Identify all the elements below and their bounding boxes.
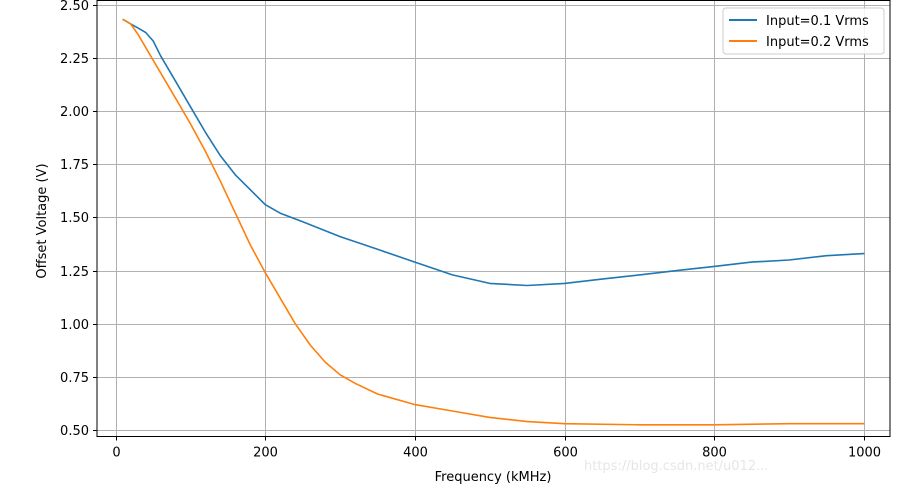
y-tick-label: 2.25 <box>60 52 89 67</box>
series-line-1 <box>122 18 865 287</box>
plot-frame <box>96 0 891 437</box>
y-tick-label: 1.25 <box>60 265 89 280</box>
grid <box>97 0 890 437</box>
legend: Input=0.1 Vrms Input=0.2 Vrms <box>722 7 885 55</box>
y-axis-ticks: 0.50 0.75 1.00 1.25 1.50 1.75 2.00 2.25 2.50 <box>60 0 97 439</box>
y-axis-label: Offset Voltage (V) <box>35 163 50 278</box>
y-tick-label: 0.50 <box>60 424 89 439</box>
series-line-2 <box>122 18 865 426</box>
series-lines <box>122 18 865 426</box>
y-tick-label: 0.75 <box>60 371 89 386</box>
watermark-text: https://blog.csdn.net/u012... <box>584 459 769 474</box>
x-axis-ticks: 0 200 400 600 800 1000 <box>112 436 881 461</box>
x-tick-label: 800 <box>702 446 727 461</box>
y-tick-label: 2.50 <box>60 0 89 14</box>
legend-label-series-1: Input=0.1 Vrms <box>766 14 869 29</box>
y-tick-label: 1.00 <box>60 318 89 333</box>
legend-label-series-2: Input=0.2 Vrms <box>766 35 869 50</box>
y-tick-label: 1.75 <box>60 158 89 173</box>
x-tick-label: 600 <box>553 446 578 461</box>
legend-box <box>722 7 885 55</box>
x-axis-label: Frequency (kMHz) <box>435 470 552 485</box>
x-tick-label: 1000 <box>848 446 881 461</box>
y-tick-label: 2.00 <box>60 105 89 120</box>
y-tick-label: 1.50 <box>60 211 89 226</box>
x-tick-label: 200 <box>253 446 278 461</box>
x-tick-label: 0 <box>112 446 120 461</box>
x-tick-label: 400 <box>403 446 428 461</box>
